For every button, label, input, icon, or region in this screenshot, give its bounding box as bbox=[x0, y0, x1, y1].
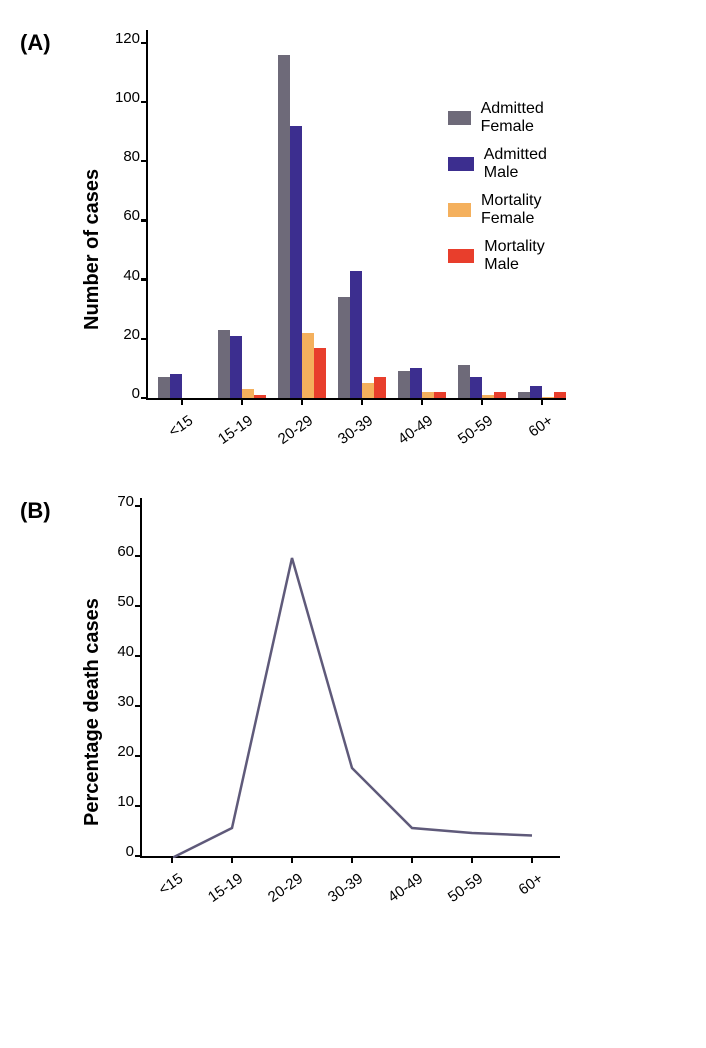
legend-swatch bbox=[448, 111, 471, 125]
xtick-label: 30-39 bbox=[325, 870, 366, 906]
legend-item: Mortality Male bbox=[448, 238, 566, 274]
legend-swatch bbox=[448, 157, 474, 171]
bar bbox=[482, 395, 494, 398]
panel-b-line-svg bbox=[142, 498, 562, 858]
panel-a-chart: Number of cases 120100806040200 Admitted… bbox=[75, 30, 686, 468]
bar bbox=[242, 389, 254, 398]
bar bbox=[398, 371, 410, 398]
legend-item: Mortality Female bbox=[448, 192, 566, 228]
panel-a-legend: Admitted Female Admitted Male Mortality Fe… bbox=[448, 100, 566, 274]
panel-a-ylabel: Number of cases bbox=[75, 30, 110, 468]
bar bbox=[302, 333, 314, 398]
bar bbox=[410, 368, 422, 398]
bar bbox=[554, 392, 566, 398]
legend-label: Admitted Male bbox=[484, 146, 566, 182]
bar bbox=[338, 297, 350, 398]
legend-label: Mortality Female bbox=[481, 192, 566, 228]
bar bbox=[278, 55, 290, 398]
xtick-label: 40-49 bbox=[385, 870, 426, 906]
panel-a-xlabels: <15 15-19 20-29 30-39 40-49 50-59 60+ bbox=[146, 408, 566, 468]
panel-b-chart: Percentage death cases 010203040506070 <… bbox=[75, 498, 686, 926]
bar bbox=[314, 348, 326, 398]
xtick-label: 30-39 bbox=[335, 412, 376, 448]
xtick-label: 50-59 bbox=[455, 412, 496, 448]
bar bbox=[362, 383, 374, 398]
bar bbox=[434, 392, 446, 398]
xtick-label: 15-19 bbox=[205, 870, 246, 906]
xtick-label: 20-29 bbox=[265, 870, 306, 906]
xtick-label: 20-29 bbox=[275, 412, 316, 448]
xtick-label: 50-59 bbox=[445, 870, 486, 906]
panel-a-plot-area: Admitted Female Admitted Male Mortality Fe… bbox=[146, 30, 566, 400]
panel-a: (A) Number of cases 120100806040200 Admi… bbox=[20, 30, 686, 468]
bar bbox=[542, 397, 554, 398]
bar bbox=[530, 386, 542, 398]
bar bbox=[458, 365, 470, 398]
bar bbox=[422, 392, 434, 398]
xtick-label: 60+ bbox=[515, 870, 546, 899]
bar bbox=[218, 330, 230, 398]
bar bbox=[230, 336, 242, 398]
xtick-label: <15 bbox=[165, 412, 196, 441]
xtick-label: 15-19 bbox=[215, 412, 256, 448]
legend-label: Mortality Male bbox=[484, 238, 566, 274]
xtick-label: 40-49 bbox=[395, 412, 436, 448]
panel-b-ylabel: Percentage death cases bbox=[75, 498, 110, 926]
panel-b-plot-area bbox=[140, 498, 560, 858]
bar bbox=[158, 377, 170, 398]
legend-label: Admitted Female bbox=[481, 100, 566, 136]
bar bbox=[494, 392, 506, 398]
bar bbox=[254, 395, 266, 398]
panel-b-xlabels: <15 15-19 20-29 30-39 40-49 50-59 60+ bbox=[140, 866, 560, 926]
panel-a-label: (A) bbox=[20, 30, 51, 56]
line-series bbox=[172, 558, 532, 858]
panel-b-label: (B) bbox=[20, 498, 51, 524]
legend-item: Admitted Male bbox=[448, 146, 566, 182]
xtick-label: 60+ bbox=[525, 412, 556, 441]
bar bbox=[518, 392, 530, 398]
bar bbox=[290, 126, 302, 398]
legend-swatch bbox=[448, 203, 471, 217]
bar bbox=[470, 377, 482, 398]
panel-a-yticks: 120100806040200 bbox=[110, 30, 146, 400]
panel-b: (B) Percentage death cases 0102030405060… bbox=[20, 498, 686, 926]
bar bbox=[374, 377, 386, 398]
bar bbox=[350, 271, 362, 398]
bar bbox=[170, 374, 182, 398]
legend-swatch bbox=[448, 249, 474, 263]
xtick-label: <15 bbox=[155, 870, 186, 899]
legend-item: Admitted Female bbox=[448, 100, 566, 136]
